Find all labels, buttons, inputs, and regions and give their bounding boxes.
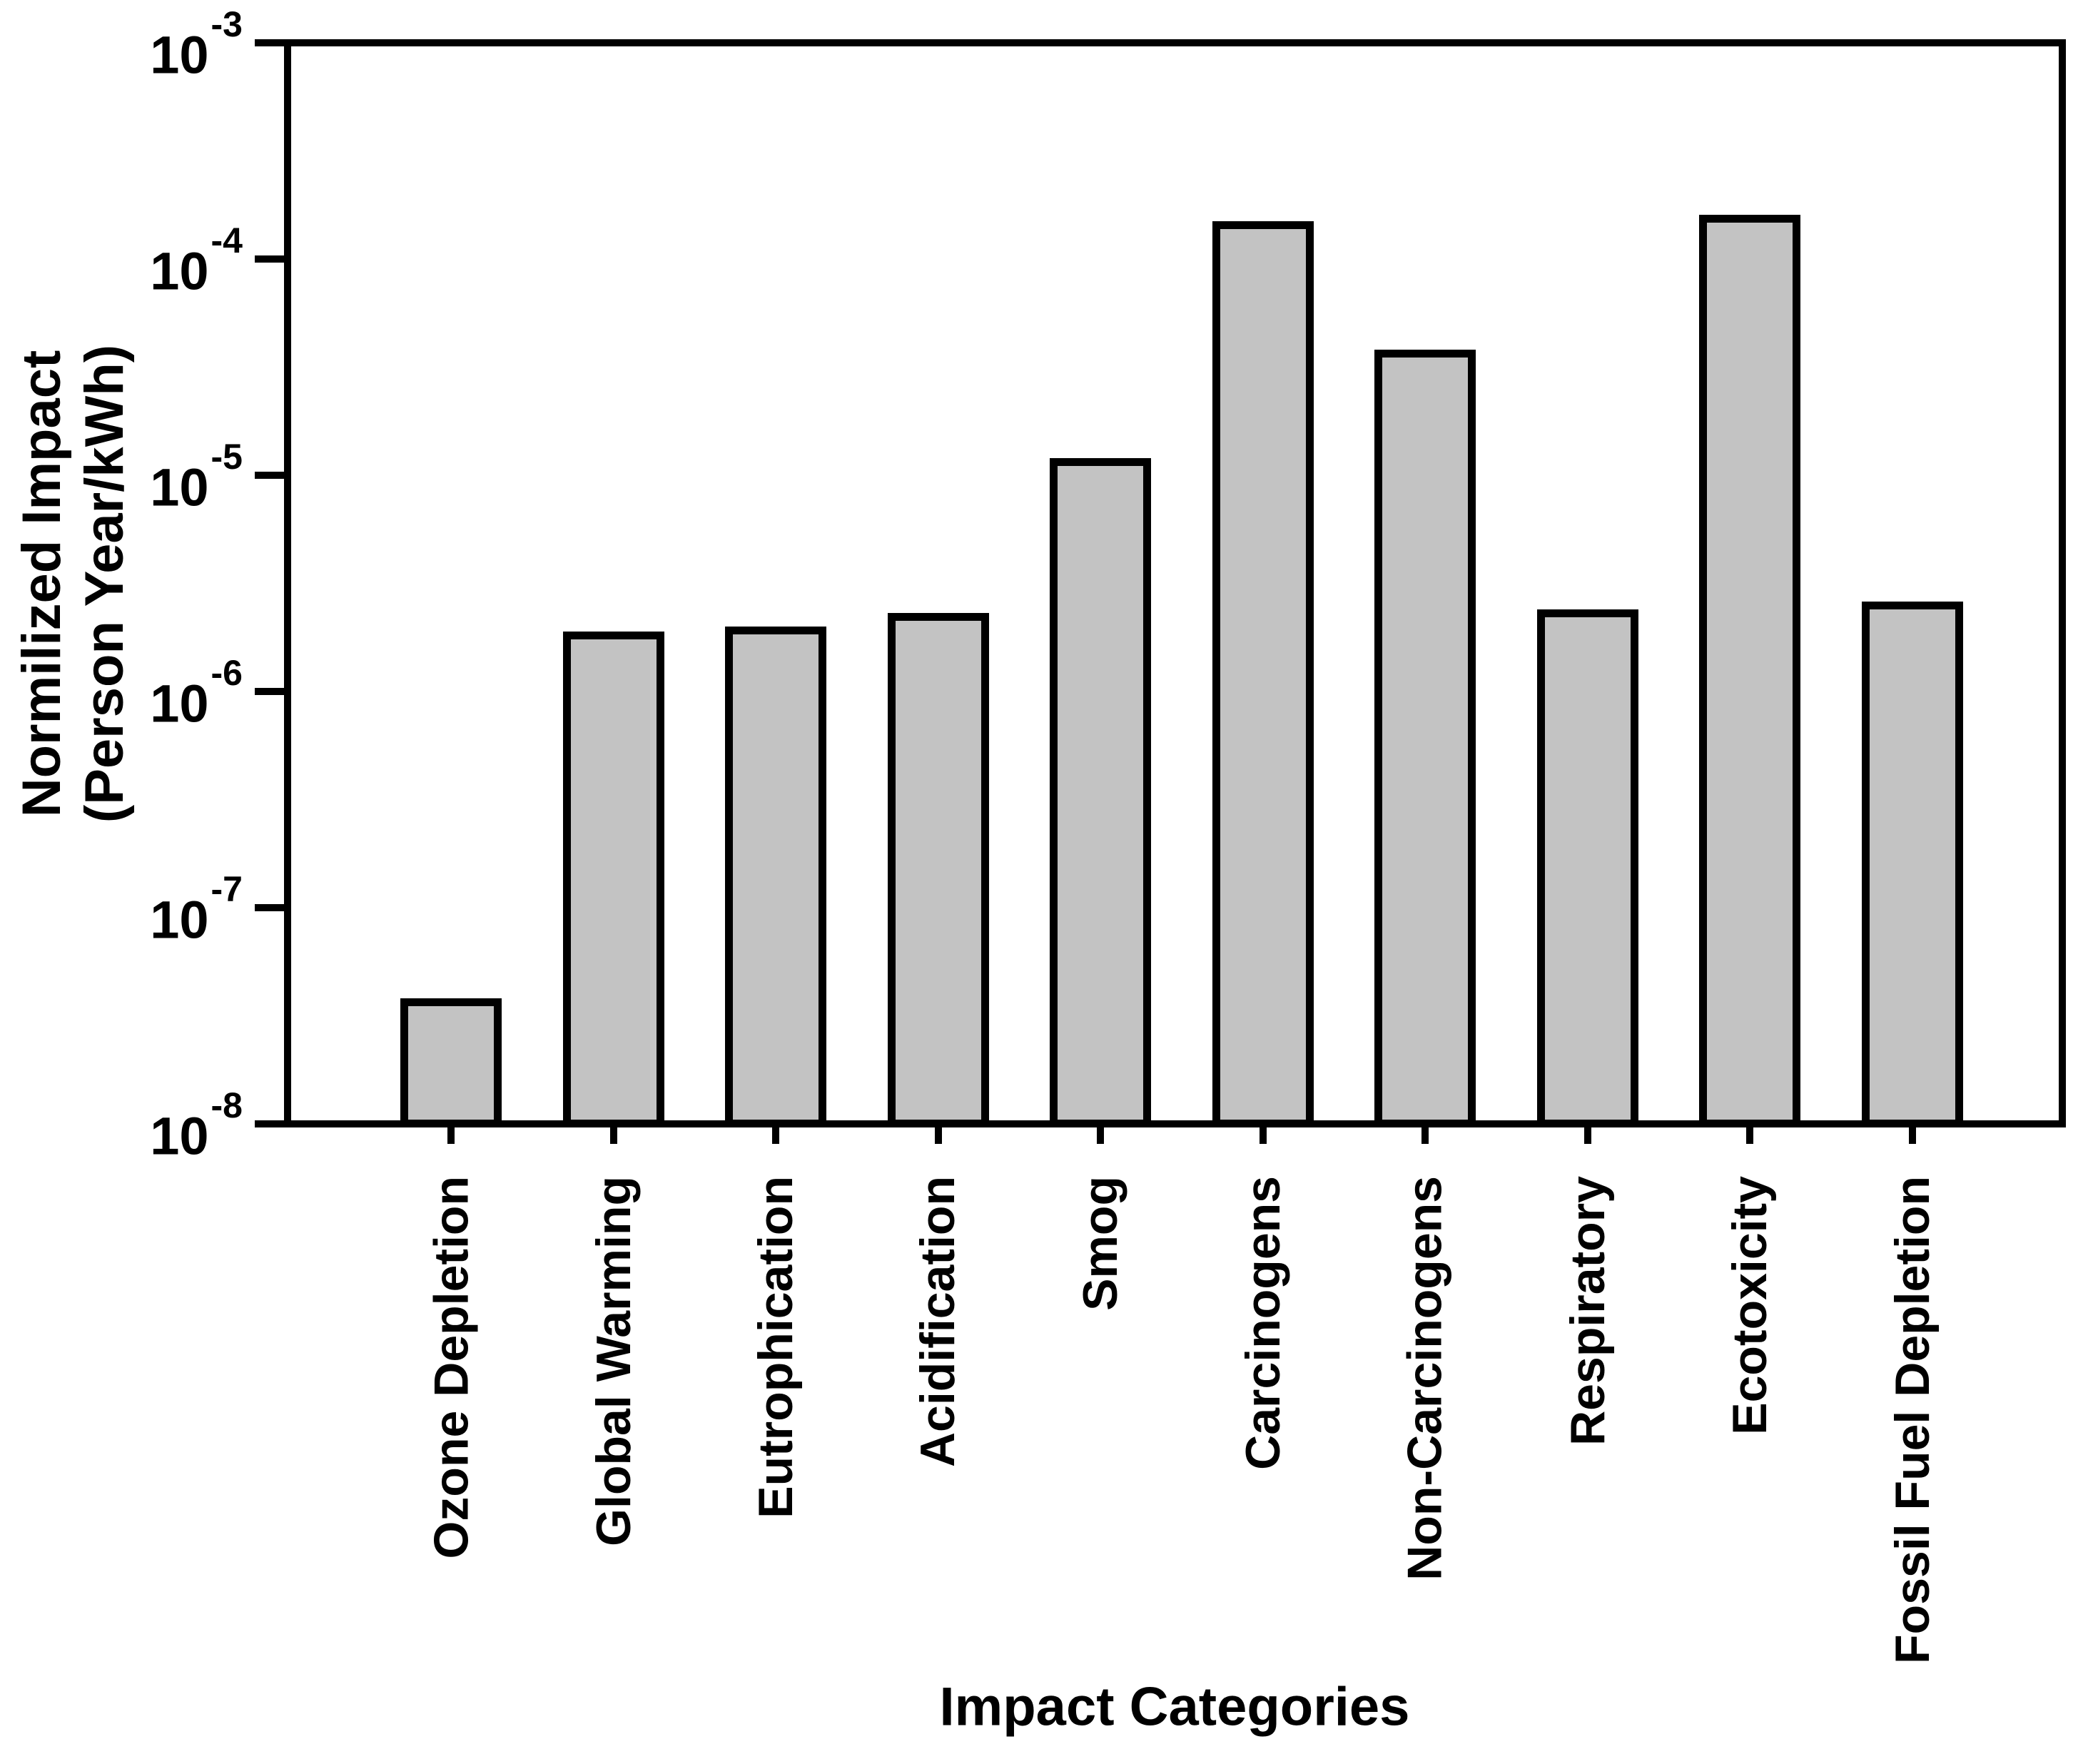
y-tick-label-1e-7: 10-7 — [150, 869, 243, 950]
y-tick-1e-4 — [255, 255, 288, 263]
x-tick-carcinogens — [1259, 1124, 1267, 1144]
x-tick-respiratory — [1583, 1124, 1591, 1144]
bar-non-carcinogens — [1374, 350, 1476, 1127]
y-axis-line — [284, 39, 291, 1127]
y-tick-1e-7 — [255, 904, 288, 911]
y-tick-1e-3 — [255, 39, 288, 46]
x-label-smog: Smog — [1073, 1176, 1127, 1311]
bar-eutrophication — [725, 626, 826, 1127]
y-tick-label-1e-5: 10-5 — [150, 437, 243, 517]
bar-smog — [1050, 458, 1151, 1127]
y-axis-title: Normilized Impact (Person Year/kWh) — [11, 345, 136, 823]
x-label-global-warming: Global Warming — [586, 1176, 641, 1546]
x-axis-title: Impact Categories — [939, 1676, 1410, 1738]
bar-global-warming — [562, 631, 664, 1127]
x-label-ozone-depletion: Ozone Depletion — [424, 1176, 478, 1559]
y-tick-label-1e-3: 10-3 — [150, 4, 243, 85]
plot-right-border — [2059, 39, 2066, 1127]
x-tick-ecotoxicity — [1746, 1124, 1753, 1144]
bar-fossil-fuel-depletion — [1861, 602, 1963, 1127]
x-label-carcinogens: Carcinogens — [1235, 1176, 1290, 1470]
x-tick-fossil-fuel-depletion — [1908, 1124, 1916, 1144]
x-tick-non-carcinogens — [1421, 1124, 1429, 1144]
x-tick-eutrophication — [772, 1124, 779, 1144]
x-tick-global-warming — [609, 1124, 617, 1144]
bar-ecotoxicity — [1699, 215, 1800, 1127]
x-label-respiratory: Respiratory — [1560, 1176, 1615, 1446]
x-label-non-carcinogens: Non-Carcinogens — [1398, 1176, 1452, 1581]
x-axis-line — [284, 1120, 2066, 1127]
y-tick-label-1e-4: 10-4 — [150, 220, 243, 301]
plot-top-border — [284, 39, 2066, 46]
y-tick-label-1e-8: 10-8 — [150, 1085, 243, 1166]
x-label-ecotoxicity: Ecotoxicity — [1723, 1176, 1777, 1435]
y-tick-1e-5 — [255, 472, 288, 479]
bar-carcinogens — [1212, 220, 1314, 1127]
x-tick-smog — [1097, 1124, 1104, 1144]
x-tick-ozone-depletion — [447, 1124, 455, 1144]
x-label-eutrophication: Eutrophication — [749, 1176, 803, 1519]
y-axis-title-line1: Normilized Impact — [11, 350, 72, 818]
y-axis-title-line2: (Person Year/kWh) — [74, 344, 135, 823]
y-tick-1e-8 — [255, 1120, 288, 1127]
y-tick-label-1e-6: 10-6 — [150, 653, 243, 734]
x-label-acidification: Acidification — [911, 1176, 966, 1468]
x-label-fossil-fuel-depletion: Fossil Fuel Depletion — [1885, 1176, 1940, 1664]
bar-respiratory — [1536, 609, 1638, 1127]
bar-acidification — [887, 613, 989, 1127]
bar-ozone-depletion — [400, 998, 502, 1127]
y-tick-1e-6 — [255, 688, 288, 695]
x-tick-acidification — [934, 1124, 942, 1144]
